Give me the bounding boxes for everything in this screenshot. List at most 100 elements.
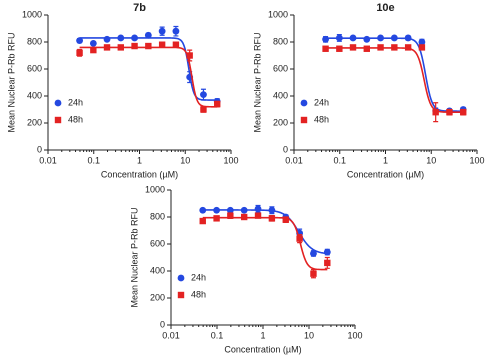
data-point — [90, 46, 97, 54]
data-point — [199, 217, 206, 225]
data-point — [391, 44, 398, 51]
x-tick-label: 0.1 — [211, 330, 224, 340]
x-tick-label: 0.01 — [285, 155, 303, 165]
x-tick-label: 10 — [426, 155, 436, 165]
legend-marker — [177, 291, 185, 299]
x-tick-label: 0.01 — [39, 155, 57, 165]
data-point — [103, 44, 111, 51]
data-point — [310, 250, 317, 257]
fit-curve — [79, 46, 218, 108]
panel: 0 200 400 600 800 1000 0.01 0.1 1 10 100 Concentrat… — [129, 184, 362, 363]
legend-label: 24h — [68, 97, 83, 107]
data-point — [432, 109, 439, 116]
y-tick-label: 800 — [150, 211, 165, 221]
y-tick-label: 200 — [27, 117, 42, 127]
data-point — [324, 259, 331, 267]
y-axis-label: Mean Nuclear P-Rb RFU — [252, 32, 262, 132]
data-point — [310, 270, 317, 277]
data-point — [226, 206, 234, 214]
y-tick-label: 600 — [150, 238, 165, 248]
data-point — [76, 37, 83, 45]
data-point — [131, 42, 138, 50]
x-tick-label: 0.1 — [87, 155, 100, 165]
y-tick-label: 1000 — [145, 184, 165, 194]
data-point — [227, 212, 234, 219]
x-tick-label: 100 — [223, 155, 238, 165]
panel: 0 200 400 600 800 1000 0.01 0.1 1 10 100 7b Concentr… — [6, 2, 238, 179]
data-point — [446, 109, 453, 116]
data-point — [117, 44, 124, 51]
data-point — [363, 35, 371, 43]
data-point — [404, 44, 412, 51]
data-point — [76, 49, 83, 56]
legend-label: 48h — [68, 114, 83, 124]
fit-curve — [202, 209, 328, 255]
legend-marker — [300, 99, 308, 107]
data-point — [336, 45, 343, 52]
legend-label: 24h — [314, 97, 329, 107]
data-point — [282, 216, 289, 223]
data-point — [460, 109, 467, 116]
data-point — [418, 38, 426, 46]
x-tick-label: 10 — [180, 155, 190, 165]
data-point — [172, 41, 180, 48]
y-tick-label: 0 — [37, 144, 42, 154]
y-axis-label: Mean Nuclear P-Rb RFU — [6, 32, 16, 132]
data-point — [404, 34, 412, 42]
y-tick-label: 800 — [273, 36, 288, 46]
data-point — [335, 34, 343, 42]
x-tick-label: 0.1 — [333, 155, 346, 165]
data-point — [144, 31, 152, 39]
y-tick-label: 0 — [283, 144, 288, 154]
legend-marker — [54, 99, 62, 107]
data-point — [200, 91, 207, 99]
y-tick-label: 200 — [150, 292, 165, 302]
x-axis-label: Concentration (µM) — [101, 169, 178, 179]
chart-title: 7b — [133, 2, 146, 14]
panel: 0 200 400 600 800 1000 0.01 0.1 1 10 100 10e Concent… — [252, 2, 484, 179]
y-tick-label: 1000 — [22, 9, 42, 19]
x-tick-label: 100 — [469, 155, 484, 165]
data-point — [103, 35, 111, 43]
x-axis-label: Concentration (µM) — [224, 344, 301, 354]
data-point — [322, 35, 329, 43]
y-tick-label: 400 — [27, 90, 42, 100]
y-tick-label: 600 — [27, 63, 42, 73]
y-tick-label: 1000 — [268, 9, 288, 19]
data-point — [390, 34, 398, 42]
x-tick-label: 100 — [347, 330, 362, 340]
data-point — [213, 215, 220, 222]
data-point — [117, 34, 125, 42]
data-point — [213, 206, 220, 214]
data-point — [131, 34, 138, 42]
data-point — [377, 34, 384, 42]
legend-label: 48h — [314, 114, 329, 124]
y-axis-label: Mean Nuclear P-Rb RFU — [129, 207, 139, 307]
data-point — [323, 248, 331, 256]
x-tick-label: 10 — [304, 330, 314, 340]
data-point — [322, 45, 329, 52]
x-tick-label: 1 — [260, 330, 265, 340]
legend-label: 24h — [191, 272, 206, 282]
data-point — [158, 41, 166, 48]
data-point — [145, 42, 152, 50]
data-point — [254, 212, 262, 219]
data-point — [418, 44, 426, 51]
data-point — [199, 206, 207, 214]
legend-marker — [177, 274, 185, 282]
data-point — [200, 106, 207, 113]
data-point — [254, 205, 262, 213]
x-tick-label: 1 — [383, 155, 388, 165]
data-point — [240, 206, 248, 214]
data-point — [349, 44, 357, 51]
data-point — [172, 27, 180, 35]
x-tick-label: 0.01 — [162, 330, 180, 340]
data-point — [214, 100, 221, 108]
data-point — [89, 39, 97, 47]
data-point — [349, 34, 357, 42]
data-point — [240, 213, 248, 221]
data-point — [268, 206, 276, 214]
fit-curve — [202, 216, 328, 271]
data-point — [158, 27, 166, 35]
